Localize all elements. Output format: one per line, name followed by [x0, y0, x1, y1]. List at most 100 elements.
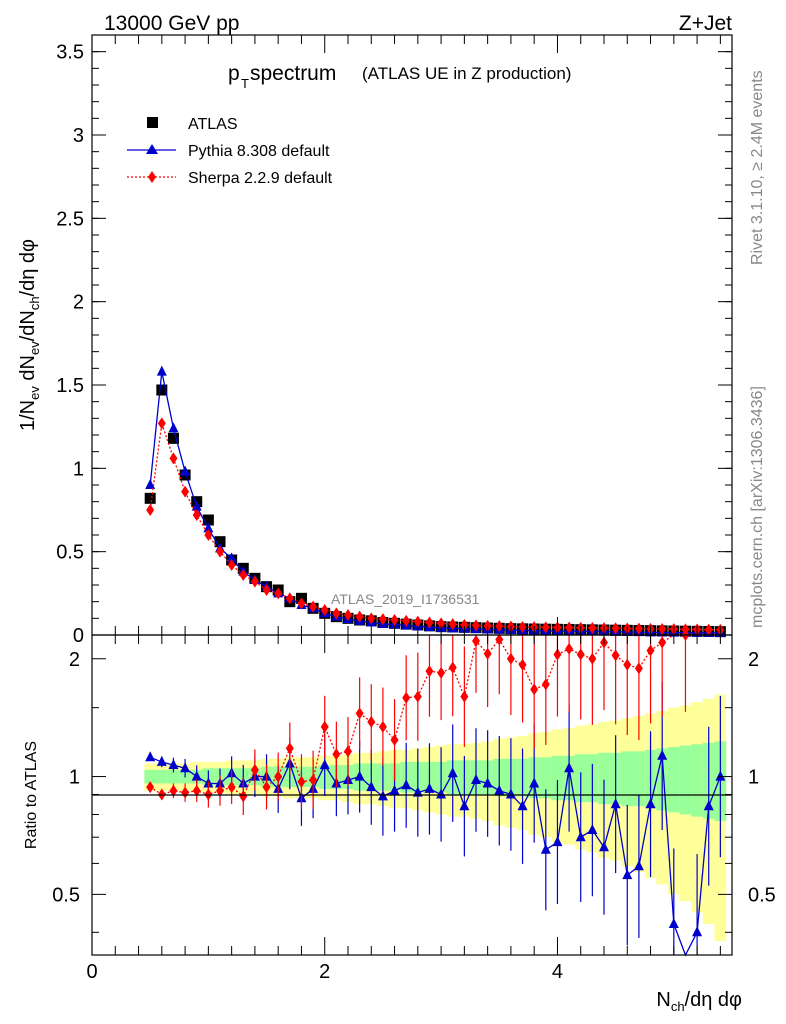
ratio-point-pythia — [168, 759, 179, 770]
title-extra: (ATLAS UE in Z production) — [362, 64, 571, 83]
ratio-point-pythia — [424, 782, 435, 793]
data-point-sherpa — [588, 622, 597, 634]
data-point-sherpa — [250, 575, 259, 588]
ratio-point-pythia — [389, 784, 400, 795]
data-point-sherpa — [146, 504, 155, 516]
x-tick-label: 2 — [319, 961, 330, 983]
ratio-point-pythia — [622, 869, 633, 880]
data-point-sherpa — [390, 614, 399, 626]
ratio-point-sherpa — [262, 781, 271, 794]
data-point-sherpa — [169, 452, 178, 465]
y-tick-label: 3.5 — [56, 42, 84, 64]
data-point-sherpa — [495, 620, 504, 633]
data-point-sherpa — [157, 417, 166, 430]
ratio-y-tick-label: 2 — [69, 649, 80, 671]
ratio-y-tick-label: 0.5 — [52, 884, 80, 906]
ratio-band-stat — [167, 769, 180, 784]
ratio-point-pythia — [529, 777, 540, 788]
ratio-point-sherpa — [588, 652, 597, 665]
ratio-point-pythia — [180, 762, 191, 773]
ratio-band-stat — [598, 752, 610, 805]
data-point-sherpa — [448, 618, 457, 631]
ratio-point-sherpa — [565, 642, 574, 655]
data-point-sherpa — [274, 587, 283, 600]
ratio-point-pythia — [633, 860, 644, 871]
chart-title: p T spectrum (ATLAS UE in Z production) — [228, 62, 571, 91]
ratio-point-sherpa — [472, 635, 480, 648]
ratio-band-stat — [551, 755, 564, 801]
data-point-atlas — [167, 432, 179, 444]
data-point-pythia — [145, 479, 156, 489]
ratio-point-sherpa — [274, 770, 283, 783]
ratio-point-pythia — [715, 770, 726, 781]
data-point-sherpa — [460, 619, 469, 631]
ratio-point-sherpa — [576, 648, 585, 661]
ratio-y-tick-label: 1 — [69, 767, 80, 789]
legend-marker-sherpa — [148, 171, 156, 183]
ratio-point-sherpa — [413, 690, 422, 703]
data-point-sherpa — [437, 617, 446, 630]
ratio-point-sherpa — [309, 773, 318, 786]
data-point-sherpa — [344, 609, 352, 621]
ratio-point-pythia — [471, 773, 481, 784]
ratio-point-pythia — [599, 841, 609, 852]
data-point-sherpa — [309, 600, 318, 613]
axes-ticks: 00.511.522.533.50 2 40.5 0.51 12 2 — [52, 35, 776, 983]
y-tick-label: 1 — [73, 458, 84, 480]
data-point-pythia — [168, 422, 179, 433]
ratio-point-pythia — [145, 751, 156, 762]
data-point-sherpa — [565, 621, 574, 634]
y-tick-label: 2.5 — [56, 208, 84, 230]
data-point-sherpa — [472, 619, 480, 632]
legend-label-pythia: Pythia 8.308 default — [188, 143, 330, 160]
data-point-sherpa — [204, 529, 213, 541]
data-point-sherpa — [192, 509, 201, 521]
ratio-point-pythia — [692, 926, 703, 937]
ratio-point-sherpa — [518, 658, 527, 671]
ratio-point-sherpa — [437, 666, 446, 679]
data-point-sherpa — [239, 569, 248, 581]
data-point-sherpa — [297, 597, 306, 610]
ratio-point-sherpa — [332, 748, 341, 761]
data-point-sherpa — [402, 614, 411, 627]
legend-label-sherpa: Sherpa 2.2.9 default — [188, 170, 333, 187]
ratio-point-sherpa — [611, 649, 620, 662]
ratio-point-sherpa — [239, 790, 248, 803]
y-tick-label: 0.5 — [56, 542, 84, 564]
ratio-point-sherpa — [646, 644, 655, 657]
ratio-point-pythia — [366, 781, 377, 792]
title-subscript: T — [241, 76, 249, 91]
data-point-pythia — [180, 465, 191, 476]
data-point-pythia — [203, 522, 214, 533]
ratio-point-pythia — [587, 824, 598, 835]
ratio-point-pythia — [319, 759, 330, 770]
legend: ATLAS Pythia 8.308 default Sherpa 2.2.9 … — [127, 116, 333, 187]
data-point-sherpa — [367, 612, 376, 625]
legend-label-atlas: ATLAS — [188, 116, 238, 133]
ratio-point-sherpa — [390, 734, 399, 747]
analysis-id-label: ATLAS_2019_I1736531 — [331, 591, 480, 607]
data-point-atlas — [144, 492, 156, 504]
data-point-sherpa — [181, 485, 190, 498]
rivet-version-label: Rivet 3.1.10, ≥ 2.4M events — [749, 70, 766, 265]
ratio-point-pythia — [156, 755, 167, 766]
ratio-point-sherpa — [541, 678, 550, 691]
data-point-sherpa — [332, 607, 341, 620]
data-point-sherpa — [541, 621, 550, 634]
energy-label: 13000 GeV pp — [104, 12, 239, 35]
ratio-band-stat — [144, 769, 156, 784]
x-tick-label: 4 — [552, 961, 563, 983]
ratio-point-sherpa — [530, 683, 539, 696]
data-point-sherpa — [658, 623, 667, 635]
ratio-y-tick-label-right: 2 — [748, 649, 759, 671]
ratio-band-stat — [156, 769, 168, 784]
ratio-band-stat — [668, 747, 680, 813]
ratio-band-stat — [621, 751, 634, 807]
ratio-point-pythia — [412, 786, 423, 797]
y-tick-label: 3 — [73, 125, 84, 147]
x-tick-label: 0 — [86, 961, 97, 983]
data-point-sherpa — [285, 592, 294, 605]
ratio-point-pythia — [575, 831, 586, 842]
data-point-sherpa — [518, 621, 527, 633]
ratio-band-stat — [633, 751, 645, 807]
